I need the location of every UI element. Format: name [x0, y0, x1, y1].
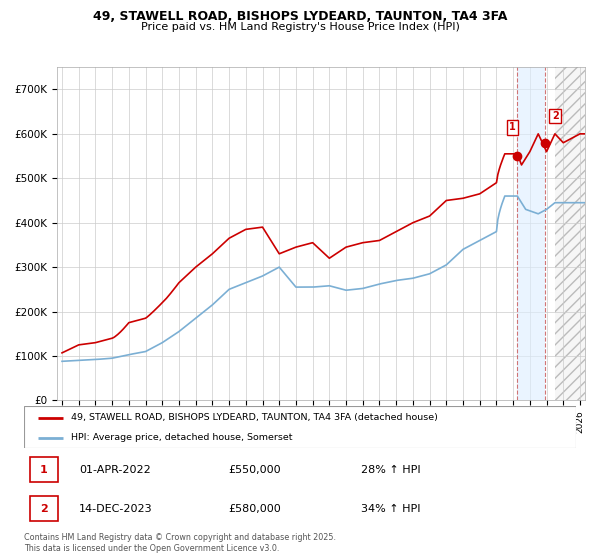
Text: 01-APR-2022: 01-APR-2022 [79, 465, 151, 475]
Bar [517, 67, 545, 400]
Text: Contains HM Land Registry data © Crown copyright and database right 2025.
This d: Contains HM Land Registry data © Crown c… [24, 533, 336, 553]
Bar [555, 67, 585, 400]
Text: 14-DEC-2023: 14-DEC-2023 [79, 504, 153, 514]
Text: 1: 1 [40, 465, 48, 475]
Text: £550,000: £550,000 [228, 465, 281, 475]
Text: 49, STAWELL ROAD, BISHOPS LYDEARD, TAUNTON, TA4 3FA (detached house): 49, STAWELL ROAD, BISHOPS LYDEARD, TAUNT… [71, 413, 438, 422]
Bar [555, 67, 585, 400]
Text: 34% ↑ HPI: 34% ↑ HPI [361, 504, 420, 514]
Text: £580,000: £580,000 [228, 504, 281, 514]
Text: 49, STAWELL ROAD, BISHOPS LYDEARD, TAUNTON, TA4 3FA: 49, STAWELL ROAD, BISHOPS LYDEARD, TAUNT… [93, 10, 507, 23]
Text: 1: 1 [509, 122, 515, 132]
Text: HPI: Average price, detached house, Somerset: HPI: Average price, detached house, Some… [71, 433, 292, 442]
Text: Price paid vs. HM Land Registry's House Price Index (HPI): Price paid vs. HM Land Registry's House … [140, 22, 460, 32]
Bar [29, 496, 58, 521]
Text: 2: 2 [552, 111, 559, 121]
Bar [29, 457, 58, 482]
Text: 2: 2 [40, 504, 48, 514]
Text: 28% ↑ HPI: 28% ↑ HPI [361, 465, 421, 475]
